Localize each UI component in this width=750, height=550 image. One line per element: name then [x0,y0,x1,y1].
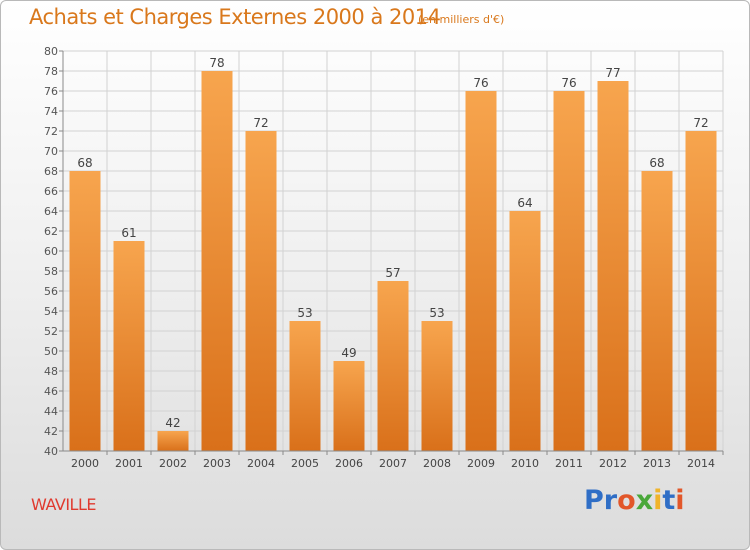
logo-letter: o [617,485,636,516]
x-tick-label-2010: 2010 [511,457,539,470]
data-labels: 68 61 42 78 72 53 49 57 53 76 64 76 77 68 72 [77,56,708,430]
logo-letter: t [662,485,676,516]
data-label-2006: 49 [341,346,356,360]
x-tick-label-2006: 2006 [335,457,363,470]
y-tick-label: 52 [44,325,58,338]
data-label-2014: 72 [693,116,708,130]
data-label-2000: 68 [77,156,92,170]
y-tick-label: 50 [44,345,58,358]
data-label-2003: 78 [209,56,224,70]
y-tick-label: 80 [44,45,58,58]
x-tick-label-2004: 2004 [247,457,275,470]
chart-title: Achats et Charges Externes 2000 à 2014 [29,5,441,29]
x-tick-label-2000: 2000 [71,457,99,470]
data-label-2012: 77 [605,66,620,80]
logo-letter: P [584,485,604,516]
x-tick-label-2003: 2003 [203,457,231,470]
bar-2013 [641,171,673,451]
data-label-2008: 53 [429,306,444,320]
y-tick-label: 64 [44,205,58,218]
bar-2003 [201,71,233,451]
bar-2001 [113,241,145,451]
y-tick-label: 46 [44,385,58,398]
y-tick-label: 62 [44,225,58,238]
y-tick-label: 56 [44,285,58,298]
data-label-2009: 76 [473,76,488,90]
y-tick-label: 58 [44,265,58,278]
y-tick-label: 70 [44,145,58,158]
y-tick-label: 66 [44,185,58,198]
bar-2006 [333,361,365,451]
unit-note: (en milliers d'€) [418,13,505,26]
x-tick-label-2007: 2007 [379,457,407,470]
x-tick-label-2011: 2011 [555,457,583,470]
bar-2000 [69,171,101,451]
axes: 40 42 44 46 48 50 52 54 56 58 60 62 64 66 68 70 72 74 76 78… [44,45,724,470]
y-tick-label: 78 [44,65,58,78]
bar-2007 [377,281,409,451]
x-tick-label-2012: 2012 [599,457,627,470]
bar-2011 [553,91,585,451]
proxiti-logo: Proxiti [584,485,685,516]
y-tick-label: 60 [44,245,58,258]
bar-2014 [685,131,717,451]
y-tick-label: 42 [44,425,58,438]
data-label-2013: 68 [649,156,664,170]
y-tick-label: 40 [44,445,58,458]
x-tick-label-2005: 2005 [291,457,319,470]
y-tick-label: 68 [44,165,58,178]
logo-letter: i [653,485,663,516]
data-label-2007: 57 [385,266,400,280]
data-label-2002: 42 [165,416,180,430]
y-tick-label: 44 [44,405,58,418]
commune-name: WAVILLE [31,495,96,514]
y-tick-label: 54 [44,305,58,318]
data-label-2010: 64 [517,196,532,210]
x-tick-label-2013: 2013 [643,457,671,470]
y-tick-label: 74 [44,105,58,118]
x-tick-label-2009: 2009 [467,457,495,470]
data-label-2011: 76 [561,76,576,90]
bar-2005 [289,321,321,451]
bar-2009 [465,91,497,451]
x-tick-label-2014: 2014 [687,457,715,470]
x-tick-label-2001: 2001 [115,457,143,470]
logo-letter: x [635,485,654,516]
x-tick-label-2002: 2002 [159,457,187,470]
data-label-2004: 72 [253,116,268,130]
bar-2004 [245,131,277,451]
bar-2002 [157,431,189,451]
logo-letter: r [603,485,618,516]
y-tick-label: 48 [44,365,58,378]
y-tick-label: 76 [44,85,58,98]
bar-2010 [509,211,541,451]
data-label-2005: 53 [297,306,312,320]
data-label-2001: 61 [121,226,136,240]
bars [69,71,717,451]
y-tick-label: 72 [44,125,58,138]
logo-letter: i [675,485,685,516]
x-tick-label-2008: 2008 [423,457,451,470]
bar-2008 [421,321,453,451]
bar-2012 [597,81,629,451]
